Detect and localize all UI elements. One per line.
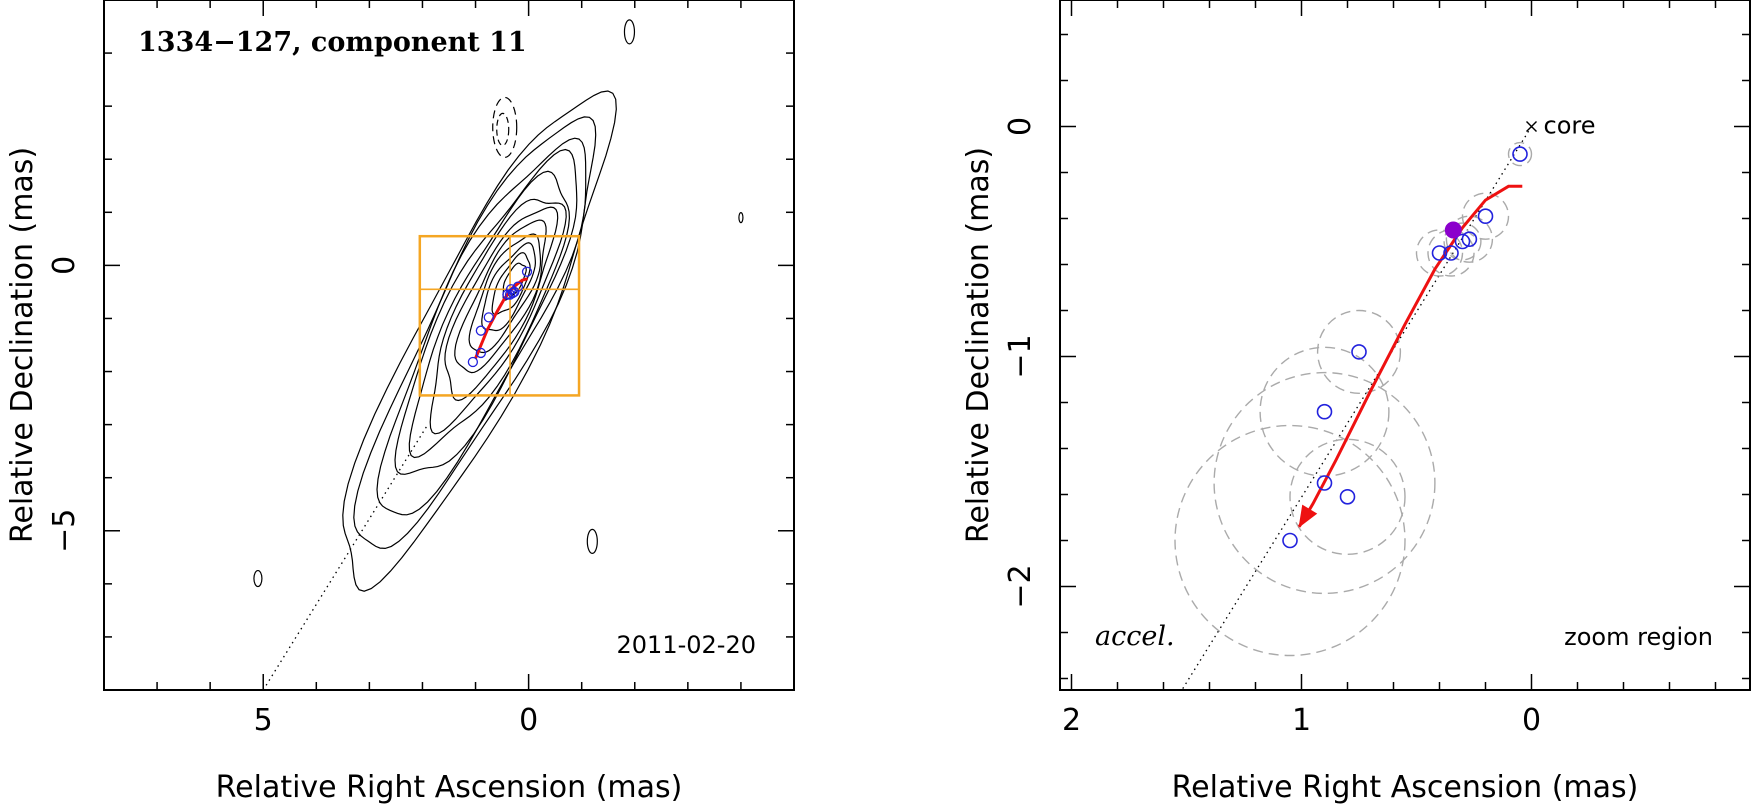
zoom-box (418, 234, 581, 397)
right-plot-frame (1059, 0, 1751, 691)
position-error-circle (1461, 192, 1510, 240)
right-y-tick-label: −2 (1003, 564, 1038, 608)
left-x-tick-label: 0 (519, 703, 538, 738)
negative-contour (492, 96, 518, 158)
position-error-circle (1443, 222, 1482, 261)
position-error-circle (1415, 229, 1464, 277)
right-x-axis-label: Relative Right Ascension (mas) (1172, 770, 1639, 805)
right-y-axis-label: Relative Declination (mas) (961, 147, 996, 543)
zoom-region-label: zoom region (1564, 623, 1713, 651)
left-x-axis-label: Relative Right Ascension (mas) (216, 770, 683, 805)
right-x-tick-label: 0 (1522, 703, 1541, 738)
contour-level (491, 252, 531, 316)
left-axis-ticks: 5 0 0 −5 (47, 0, 795, 738)
right-trajectory-curve (1297, 184, 1523, 528)
right-component-position (1461, 231, 1478, 247)
left-component-position (512, 281, 524, 292)
left-y-tick-label: 0 (47, 256, 82, 275)
position-error-circle (1259, 346, 1390, 477)
left-plot-frame (103, 0, 795, 691)
right-component-position (1477, 208, 1494, 224)
left-jet-axis-line (262, 424, 429, 690)
left-component-position (475, 347, 486, 359)
left-component-position (521, 266, 533, 277)
position-error-circle (1445, 215, 1494, 263)
left-date-label: 2011-02-20 (617, 631, 756, 659)
left-component-position (483, 312, 494, 323)
core-marker: core (1526, 112, 1596, 140)
left-plot-area (253, 19, 744, 690)
left-component-position (509, 286, 520, 298)
right-component-position (1443, 245, 1459, 261)
contour-level (376, 137, 587, 516)
position-error-circle (1427, 229, 1475, 277)
left-panel: 5 00−5 1334−127, component 11 2011-02-20 … (5, 0, 795, 805)
right-component-position (1512, 146, 1528, 162)
right-component-position (1431, 245, 1448, 261)
contour-level (353, 116, 597, 550)
reference-epoch-point (1444, 221, 1462, 239)
left-component-position (475, 325, 486, 336)
position-error-circle (1316, 309, 1402, 395)
contour-level (408, 170, 571, 459)
position-error-circle (1213, 371, 1436, 595)
left-chart-title: 1334−127, component 11 (138, 27, 527, 58)
right-component-position (1454, 233, 1471, 250)
right-axis-ticks: 2 1 0 0 −1 −2 (1003, 0, 1750, 738)
left-x-tick-label: 5 (254, 703, 273, 738)
contour-level (394, 148, 578, 475)
right-jet-axis-line (1181, 126, 1533, 690)
right-x-tick-label: 2 (1062, 703, 1081, 738)
position-error-circle (1289, 438, 1406, 555)
left-component-position (467, 356, 479, 368)
right-x-tick-label: 1 (1292, 703, 1311, 738)
left-component-position (502, 289, 513, 300)
left-y-tick-label: −5 (47, 509, 82, 553)
core-label: core (1544, 112, 1596, 140)
right-component-position (1316, 403, 1333, 420)
right-component-position (1339, 488, 1356, 505)
right-component-position (1282, 532, 1298, 549)
negative-contour (496, 112, 510, 146)
right-component-position (1316, 475, 1333, 491)
contour-level (429, 198, 567, 435)
contour-island (586, 528, 598, 554)
left-y-axis-label: Relative Declination (mas) (5, 147, 40, 543)
right-component-position (1351, 344, 1367, 360)
contour-island (253, 569, 263, 588)
right-panel: core 2 1 0 0 −1 −2 accel. zoom region Relativ… (961, 0, 1751, 805)
contour-island (738, 212, 744, 224)
right-y-tick-label: −1 (1003, 334, 1038, 378)
core-cross-icon (1526, 121, 1537, 132)
position-error-circle (1507, 141, 1533, 167)
position-error-circle (1174, 424, 1406, 657)
trajectory-arrowhead (1298, 504, 1318, 528)
contour-island (623, 19, 636, 45)
left-component-position (507, 287, 518, 299)
contour-map (253, 19, 744, 592)
contour-level (454, 219, 547, 374)
accel-annotation: accel. (1095, 621, 1175, 652)
right-y-tick-label: 0 (1003, 117, 1038, 136)
right-plot-area: core (1174, 112, 1596, 690)
contour-level (468, 233, 542, 354)
